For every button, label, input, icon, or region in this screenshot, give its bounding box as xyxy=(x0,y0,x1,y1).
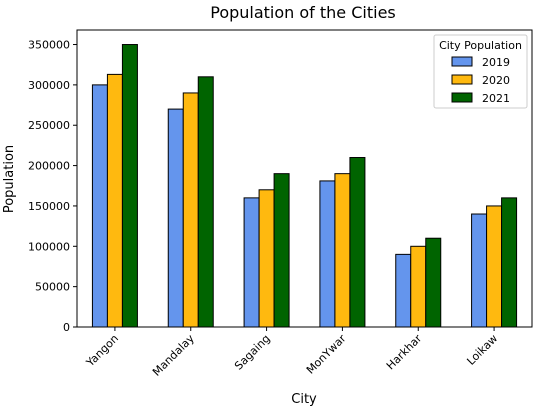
bar-harkhar-2020 xyxy=(410,245,427,328)
y-tick-label: 250000 xyxy=(28,119,70,132)
bar-yangon-2019 xyxy=(91,84,108,328)
y-tick-label: 200000 xyxy=(28,160,70,173)
legend-title: City Population xyxy=(439,39,522,52)
legend-swatch-2021 xyxy=(451,92,473,103)
bar-harkhar-2021 xyxy=(425,237,442,328)
bar-sagaing-2019 xyxy=(243,197,260,328)
bar-harkhar-2019 xyxy=(395,253,412,328)
bar-mandalay-2021 xyxy=(197,76,214,328)
bar-monywar-2019 xyxy=(319,180,336,328)
bar-loikaw-2020 xyxy=(486,205,503,328)
y-tick-label: 350000 xyxy=(28,39,70,52)
bar-mandalay-2020 xyxy=(182,92,199,328)
x-tick-label-mandalay: Mandalay xyxy=(150,332,197,379)
bar-monywar-2020 xyxy=(334,173,351,328)
bar-mandalay-2019 xyxy=(167,108,184,328)
plot-frame xyxy=(76,29,533,328)
legend-label-2019: 2019 xyxy=(482,56,510,69)
y-tick-label: 150000 xyxy=(28,200,70,213)
y-tick-label: 50000 xyxy=(35,281,70,294)
legend-swatch-2019 xyxy=(451,56,473,67)
bar-yangon-2021 xyxy=(121,44,138,328)
bars-group xyxy=(91,44,518,328)
legend-box xyxy=(433,34,528,109)
x-axis-title: City xyxy=(291,392,317,407)
bar-loikaw-2019 xyxy=(471,213,488,328)
y-axis-title: Population xyxy=(2,145,17,213)
legend-swatch-2020 xyxy=(451,74,473,85)
legend-label-2020: 2020 xyxy=(482,74,510,87)
x-tick-label-harkhar: Harkhar xyxy=(384,332,425,373)
y-tick-label: 0 xyxy=(63,321,70,334)
legend-label-2021: 2021 xyxy=(482,92,510,105)
bar-sagaing-2021 xyxy=(273,173,290,328)
x-tick-label-yangon: Yangon xyxy=(83,332,121,370)
bar-sagaing-2020 xyxy=(258,189,275,328)
bar-monywar-2021 xyxy=(349,157,366,328)
x-tick-label-monywar: MonYwar xyxy=(304,332,349,377)
bar-loikaw-2021 xyxy=(501,197,518,328)
y-tick-label: 300000 xyxy=(28,79,70,92)
bar-yangon-2020 xyxy=(106,73,123,328)
y-tick-label: 100000 xyxy=(28,240,70,253)
x-tick-label-sagaing: Sagaing xyxy=(232,332,273,373)
legend: City Population 2019 2020 2021 xyxy=(433,34,528,109)
x-tick-label-loikaw: Loikaw xyxy=(464,332,500,368)
chart-title: Population of the Cities xyxy=(210,3,396,22)
y-axis: 0 50000 100000 150000 200000 250000 300000 3500… xyxy=(28,39,77,334)
x-axis: Yangon Mandalay Sagaing MonYwar Harkhar Loika… xyxy=(83,327,500,379)
